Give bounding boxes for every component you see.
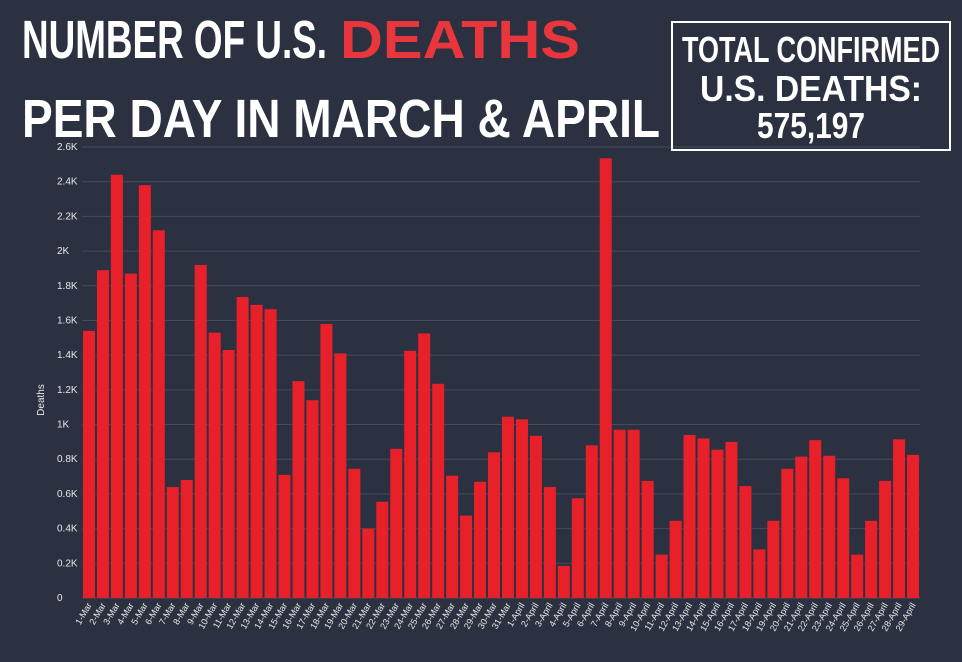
y-tick-label: 2K (57, 246, 70, 257)
bar (865, 520, 878, 598)
bar (460, 515, 473, 598)
y-tick-label: 0 (57, 593, 63, 604)
y-tick-label: 0.4K (57, 524, 78, 535)
bar (488, 452, 501, 598)
bar (585, 445, 598, 598)
bar (753, 549, 766, 598)
bar (907, 454, 920, 598)
y-tick-label: 1.6K (57, 315, 78, 326)
bar (781, 468, 794, 598)
y-tick-label: 2.2K (57, 211, 78, 222)
bar (348, 468, 361, 598)
bar (683, 434, 696, 598)
title-highlight: DEATHS (340, 10, 580, 70)
title-line2: PER DAY IN MARCH & APRIL (22, 89, 660, 149)
bar (292, 381, 305, 598)
bar (739, 486, 752, 598)
bar (208, 332, 221, 598)
bar (306, 400, 319, 598)
bar (669, 520, 682, 598)
bar (627, 429, 640, 598)
bar (697, 438, 710, 598)
bar (515, 419, 528, 598)
bar (767, 520, 780, 598)
bar (557, 565, 570, 598)
bar (152, 230, 165, 598)
y-tick-label: 1K (57, 420, 70, 431)
bar (837, 478, 850, 598)
bar (711, 449, 724, 598)
bar (571, 498, 584, 598)
bar (376, 501, 389, 598)
bar (474, 481, 487, 598)
y-tick-label: 1.2K (57, 385, 78, 396)
y-tick-label: 0.8K (57, 454, 78, 465)
bar (96, 270, 109, 598)
bar (432, 383, 445, 598)
bar (823, 455, 836, 598)
bar (893, 439, 906, 598)
bar (418, 333, 431, 598)
total-label: U.S. DEATHS: (700, 68, 922, 109)
y-axis-label: Deaths (36, 384, 47, 416)
bar (124, 273, 137, 598)
bar (320, 323, 333, 598)
bar (404, 350, 417, 598)
bar (180, 480, 193, 598)
bar (613, 429, 626, 598)
y-tick-label: 1.4K (57, 350, 78, 361)
total-box (671, 21, 951, 151)
bar (166, 486, 179, 598)
bar (599, 158, 612, 598)
bar (278, 474, 291, 598)
bar (543, 486, 556, 598)
bar (138, 185, 151, 598)
bar (655, 554, 668, 598)
bar (641, 480, 654, 598)
y-tick-label: 0.2K (57, 558, 78, 569)
bar (334, 353, 347, 598)
bar (264, 309, 277, 598)
bar (222, 349, 235, 598)
bar (501, 416, 514, 598)
bar (390, 448, 403, 598)
total-value: 575,197 (757, 105, 865, 146)
bar (851, 554, 864, 598)
bar (362, 528, 375, 598)
bar (795, 456, 808, 598)
bar (194, 264, 207, 598)
y-tick-label: 0.6K (57, 489, 78, 500)
y-tick-label: 2.4K (57, 177, 78, 188)
bar (879, 480, 892, 598)
bar (725, 441, 738, 598)
y-tick-label: 2.6K (57, 142, 78, 153)
bar (82, 330, 95, 598)
total-label: TOTAL CONFIRMED (682, 29, 940, 70)
bar (446, 475, 459, 598)
y-tick-label: 1.8K (57, 281, 78, 292)
bar (110, 174, 123, 598)
bar (809, 440, 822, 598)
bar (250, 304, 263, 598)
bar (529, 435, 542, 598)
title-part: NUMBER OF U.S. (22, 10, 327, 70)
bar (236, 297, 249, 598)
